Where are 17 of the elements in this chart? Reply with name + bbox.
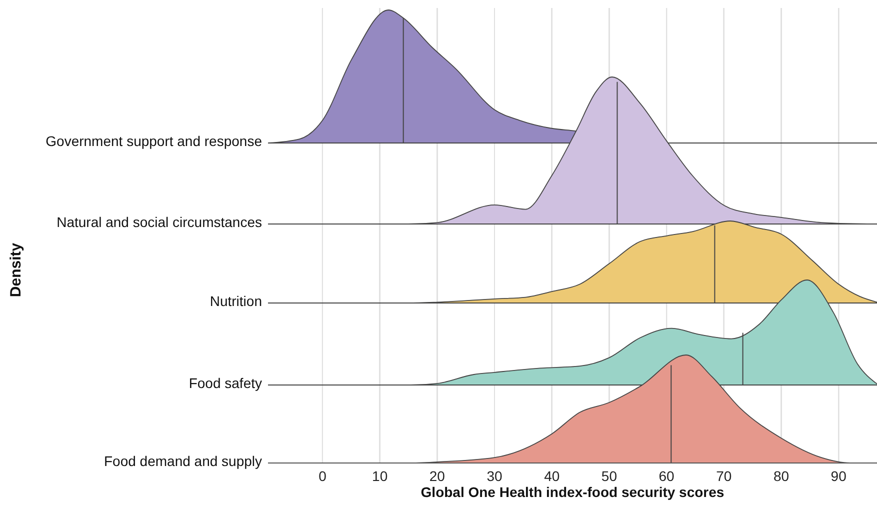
x-tick-label: 20 bbox=[429, 468, 446, 484]
series-label: Nutrition bbox=[210, 293, 262, 309]
series-label: Natural and social circumstances bbox=[56, 214, 262, 230]
x-tick-label: 40 bbox=[544, 468, 560, 484]
x-tick-label: 80 bbox=[773, 468, 790, 484]
series-label: Food safety bbox=[188, 375, 262, 391]
x-tick-label: 60 bbox=[658, 468, 675, 484]
series-label: Food demand and supply bbox=[104, 453, 262, 469]
y-axis-title: Density bbox=[8, 242, 24, 298]
x-tick-label: 90 bbox=[830, 468, 847, 484]
x-tick-label: 0 bbox=[318, 468, 327, 484]
series-label: Government support and response bbox=[46, 133, 262, 149]
x-tick-label: 50 bbox=[601, 468, 618, 484]
x-axis-title: Global One Health index-food security scores bbox=[420, 484, 726, 500]
x-tick-label: 70 bbox=[716, 468, 732, 484]
x-tick-label: 10 bbox=[372, 468, 388, 484]
x-tick-label: 30 bbox=[486, 468, 503, 484]
